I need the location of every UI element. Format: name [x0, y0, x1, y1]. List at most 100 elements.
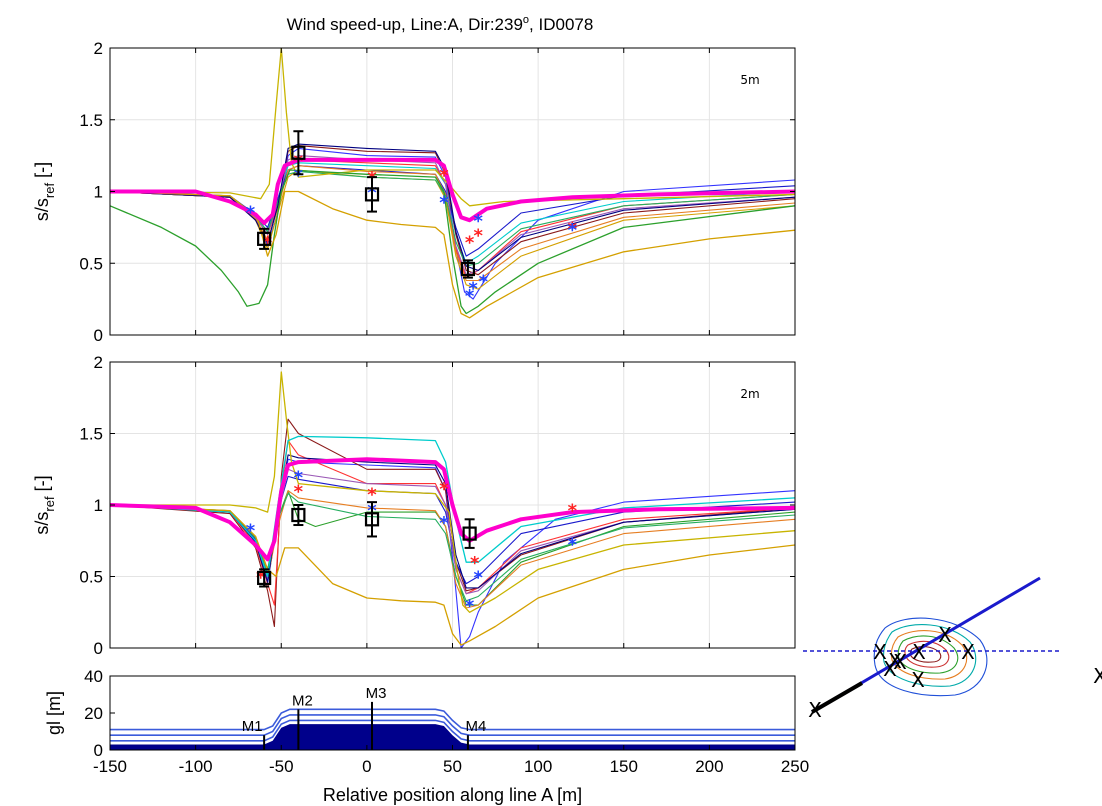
terrain-contour — [873, 617, 988, 697]
x-axis-label: Relative position along line A [m] — [323, 785, 582, 805]
x-tick-label: 50 — [443, 757, 462, 776]
y-axis-label-unit: [-] — [32, 475, 52, 496]
star-marker: * — [568, 535, 578, 556]
star-marker: * — [479, 271, 489, 292]
star-marker: * — [473, 211, 483, 232]
star-marker: * — [439, 513, 449, 534]
y-axis-label-main: s/s — [32, 198, 52, 221]
mast-label: M2 — [292, 692, 313, 709]
star-marker: * — [439, 165, 449, 186]
y-axis-label: s/sref [-] — [32, 475, 57, 534]
panel-2m: 0 0.5 1 1.5 2 *************2m s/sref [-] — [32, 353, 796, 658]
mast-marker: X — [808, 698, 822, 722]
star-marker: * — [470, 553, 480, 574]
y-axis-label-sub: ref — [42, 496, 57, 512]
chart-title-suffix: , ID0078 — [529, 15, 593, 34]
star-marker: * — [568, 220, 578, 241]
measurement-marker — [460, 261, 476, 277]
terrain-contour — [882, 624, 977, 687]
star-marker: * — [263, 233, 273, 254]
series-line — [110, 457, 795, 562]
series-line — [110, 493, 795, 602]
measurement-marker — [462, 526, 477, 541]
star-marker: * — [473, 568, 483, 589]
star-marker: * — [568, 218, 578, 239]
measurement-marker — [291, 507, 306, 523]
y-tick-label: 40 — [84, 667, 103, 686]
x-tick-label: 100 — [524, 757, 552, 776]
y-tick-label: 0.5 — [79, 568, 103, 587]
mast-label: M1 — [242, 718, 263, 735]
mast-label: M3 — [366, 685, 387, 702]
terrain-fill — [110, 724, 795, 750]
x-tick-label: -100 — [179, 757, 213, 776]
series-group: ************* — [110, 371, 795, 648]
series-group: **************** — [110, 48, 795, 319]
star-marker: * — [465, 596, 475, 617]
y-axis-label: s/sref [-] — [32, 162, 57, 221]
height-label: 5m — [740, 73, 759, 87]
series-line — [110, 157, 795, 226]
star-marker: * — [367, 485, 377, 506]
x-tick-label: -150 — [93, 757, 127, 776]
y-tick-label: 0 — [94, 639, 103, 658]
measurement-marker — [291, 145, 306, 160]
mast-marker: X — [883, 657, 897, 681]
terrain-contour — [904, 640, 950, 668]
x-tick-label: 150 — [610, 757, 638, 776]
y-tick-label: 1 — [94, 183, 103, 202]
y-tick-label: 2 — [94, 39, 103, 58]
y-axis-label-sub: ref — [42, 183, 57, 199]
star-marker: * — [439, 193, 449, 214]
chart-title-main: Wind speed-up, Line:A, Dir:239 — [287, 15, 523, 34]
terrain-contour — [897, 635, 959, 674]
mast-marker: X — [888, 649, 902, 673]
y-tick-label: 1.5 — [79, 111, 103, 130]
chart-title: Wind speed-up, Line:A, Dir:239o, ID0078 — [287, 14, 594, 34]
line-a-start-segment — [810, 681, 864, 714]
y-tick-label: 20 — [84, 704, 103, 723]
measurement-marker — [257, 570, 272, 586]
series-line — [110, 435, 795, 578]
mast-marker: X — [893, 650, 907, 674]
star-marker: * — [256, 568, 266, 589]
x-tick-label: 200 — [695, 757, 723, 776]
mast-marker: X — [911, 668, 925, 692]
series-line — [110, 190, 795, 319]
x-tick-label: 250 — [781, 757, 809, 776]
mast-label: M4 — [465, 718, 486, 735]
y-axis-label: gl [m] — [44, 691, 64, 735]
star-marker: * — [294, 467, 304, 488]
series-line — [110, 504, 795, 646]
y-tick-label: 1 — [94, 496, 103, 515]
y-tick-label: 2 — [94, 353, 103, 372]
star-marker: * — [465, 233, 475, 254]
height-label: 2m — [740, 387, 759, 401]
terrain-line — [110, 714, 795, 736]
star-marker: * — [473, 226, 483, 247]
panel-ground-level: M1 M2 M3 M4 -150 -100 -50 0 50 100 150 200 250 0 20 40 g… — [44, 667, 809, 805]
mast-marker: X — [1093, 664, 1102, 688]
series-line — [110, 454, 795, 589]
star-marker: * — [294, 482, 304, 503]
mast-marker: X — [961, 640, 975, 664]
y-tick-label: 1.5 — [79, 425, 103, 444]
series-line — [110, 170, 795, 267]
star-marker: * — [294, 165, 304, 186]
measurement-marker — [364, 512, 380, 527]
x-tick-label: -50 — [269, 757, 294, 776]
measurement-marker — [257, 231, 272, 246]
star-marker: * — [439, 479, 449, 500]
y-tick-label: 0 — [94, 326, 103, 345]
measurement-marker — [364, 187, 380, 202]
panel-5m: 0 0.5 1 1.5 2 ****************5m s/sref [-] — [32, 39, 796, 345]
star-marker: * — [465, 286, 475, 307]
series-line — [110, 169, 795, 315]
terrain-contour — [890, 630, 968, 680]
terrain-line — [110, 708, 795, 731]
star-marker: * — [468, 279, 478, 300]
y-tick-label: 0 — [94, 741, 103, 760]
mast-marker: X — [912, 640, 926, 664]
